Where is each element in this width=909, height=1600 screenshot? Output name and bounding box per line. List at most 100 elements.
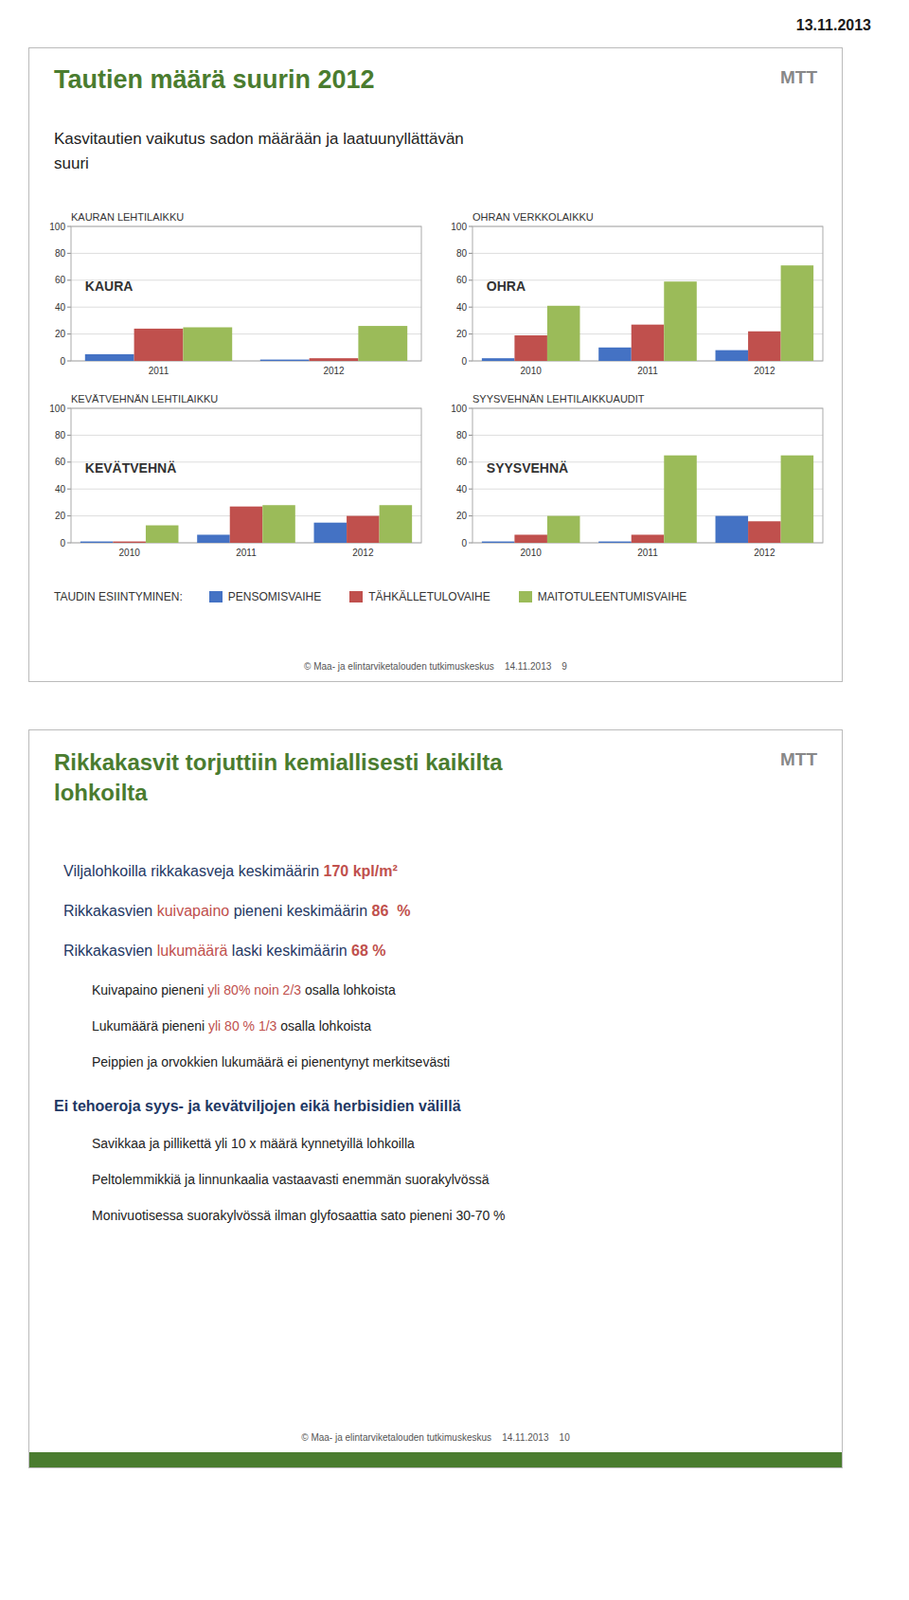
bar [357, 325, 408, 361]
slide-title: lohkoilta [53, 779, 148, 806]
annotation: KEVÄTVEHNÄ [85, 460, 177, 476]
tick-label: 20 [456, 510, 468, 521]
chart-title: SYYSVEHNÄN LEHTILAIKKUAUDIT [472, 392, 645, 405]
annotation: SYYSVEHNÄ [486, 460, 569, 476]
tick [468, 360, 473, 362]
bar [182, 327, 232, 362]
bullet: Rikkakasvien lukumäärä laski keskimäärin… [29, 942, 842, 960]
bullet-list: Viljalohkoilla rikkakasveja keskimäärin … [29, 862, 842, 1244]
bar [781, 265, 815, 361]
tick-label: 2011 [637, 547, 659, 558]
tick-label: 0 [461, 537, 467, 549]
bullet: Rikkakasvien kuivapaino pieneni keskimää… [29, 902, 842, 920]
bar-chart: KEVÄTVEHNÄN LEHTILAIKKU02040608010020102… [40, 391, 429, 562]
bar [598, 541, 632, 543]
date: 13.11.2013 [796, 17, 872, 35]
grid-line [472, 488, 823, 490]
logo: MTT [780, 67, 818, 89]
bullet-text: osalla lohkoista [301, 981, 396, 998]
bullet-text: Viljalohkoilla rikkakasveja keskimäärin [63, 862, 323, 879]
tick-label: 40 [456, 302, 468, 313]
bar [748, 331, 782, 361]
slide-title: Rikkakasvit torjuttiin kemiallisesti kai… [53, 748, 503, 776]
tick [67, 434, 72, 436]
slide-subtitle: Kasvitautien vaikutus sadon määrään ja l… [53, 129, 464, 149]
bullet-text: Lukumäärä pieneni [91, 1017, 209, 1034]
bullet: Lukumäärä pieneni yli 80 % 1/3 osalla lo… [29, 1017, 842, 1034]
bar [514, 534, 548, 543]
bar-chart: KAURAN LEHTILAIKKU02040608010020112012KA… [40, 209, 429, 380]
bullet-text: 86 % [372, 902, 411, 919]
tick-label: 2012 [753, 365, 776, 376]
tick-label: 0 [59, 356, 66, 367]
tick [468, 515, 473, 517]
grid-line [472, 306, 823, 308]
tick-label: 60 [54, 274, 67, 286]
legend-swatch [518, 590, 533, 603]
legend: TAUDIN ESIINTYMINEN:PENSOMISVAIHETÄHKÄLL… [53, 589, 715, 604]
bars [85, 325, 408, 361]
bullet: Peippien ja orvokkien lukumäärä ei piene… [29, 1053, 842, 1070]
bar [85, 354, 135, 361]
bar [134, 328, 184, 361]
bar [715, 516, 749, 543]
tick [468, 488, 473, 490]
bar-chart: SYYSVEHNÄN LEHTILAIKKUAUDIT0204060801002… [442, 391, 831, 562]
bar [663, 281, 697, 361]
tick [468, 279, 473, 281]
bar [715, 350, 749, 361]
chart-title: OHRAN VERKKOLAIKKU [472, 211, 594, 223]
tick-label: 2012 [352, 547, 375, 558]
logo: MTT [780, 748, 818, 770]
tick [468, 306, 473, 308]
tick [67, 252, 72, 254]
bar [547, 516, 581, 543]
bar [631, 534, 665, 543]
bar [514, 335, 548, 361]
tick [67, 333, 72, 335]
bar [309, 357, 359, 361]
tick [67, 226, 72, 228]
tick [67, 461, 72, 463]
bullet-text: laski keskimäärin [227, 942, 352, 959]
bar [379, 504, 413, 543]
annotation: KAURA [85, 278, 134, 294]
tick-label: 2010 [520, 365, 543, 376]
tick [67, 488, 72, 490]
tick [468, 461, 473, 463]
bullet: Ei tehoeroja syys- ja kevätviljojen eikä… [29, 1097, 842, 1115]
tick-label: 2012 [322, 365, 345, 376]
bar [663, 455, 697, 543]
tick-label: 100 [49, 221, 66, 232]
bullet-text: Peippien ja orvokkien lukumäärä ei piene… [91, 1053, 450, 1070]
bar [230, 506, 264, 543]
bullet: Kuivapaino pieneni yli 80% noin 2/3 osal… [29, 981, 842, 998]
slide: Tautien määrä suurin 2012MTTKasvitautien… [28, 47, 843, 682]
bar [748, 520, 782, 543]
tick-label: 60 [456, 274, 468, 286]
bullet-text: osalla lohkoista [276, 1017, 372, 1034]
tick-label: 80 [456, 248, 468, 259]
footer: © Maa- ja elintarviketalouden tutkimuske… [29, 1431, 842, 1443]
bars [80, 504, 412, 543]
bullet-text: pieneni keskimäärin [229, 902, 372, 919]
bullet: Monivuotisessa suorakylvössä ilman glyfo… [29, 1207, 842, 1223]
tick-label: 80 [456, 429, 468, 441]
bars [481, 265, 814, 361]
bullet-text: yli 80 % 1/3 [208, 1017, 277, 1034]
bullet: Peltolemmikkiä ja linnunkaalia vastaavas… [29, 1171, 842, 1187]
bar [631, 324, 665, 361]
tick-label: 0 [461, 356, 467, 367]
tick [468, 408, 473, 410]
bar [196, 534, 231, 543]
bullet-text: kuivapaino [157, 902, 231, 919]
tick-label: 40 [456, 483, 468, 495]
tick [67, 279, 72, 281]
tick-label: 100 [450, 403, 467, 414]
legend-swatch [349, 590, 363, 603]
slide: Rikkakasvit torjuttiin kemiallisesti kai… [28, 729, 843, 1468]
tick-label: 20 [54, 510, 67, 521]
bullet-text: Kuivapaino pieneni [91, 981, 208, 998]
legend-entry: MAITOTULEENTUMISVAIHE [537, 589, 688, 604]
footer: © Maa- ja elintarviketalouden tutkimuske… [29, 660, 842, 672]
